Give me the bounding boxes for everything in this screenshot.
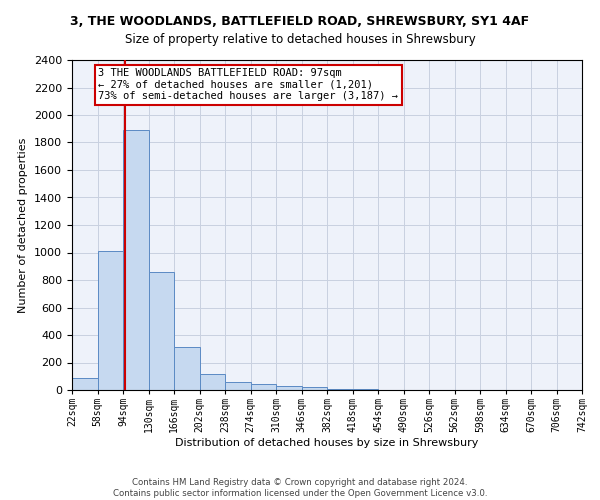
Bar	[97, 251, 123, 390]
Bar	[225, 382, 251, 390]
Bar	[251, 384, 276, 390]
Bar	[123, 130, 149, 390]
Y-axis label: Number of detached properties: Number of detached properties	[19, 138, 28, 312]
Bar	[276, 386, 302, 390]
Text: Contains HM Land Registry data © Crown copyright and database right 2024.
Contai: Contains HM Land Registry data © Crown c…	[113, 478, 487, 498]
Bar	[327, 388, 353, 390]
Text: Size of property relative to detached houses in Shrewsbury: Size of property relative to detached ho…	[125, 32, 475, 46]
Text: 3 THE WOODLANDS BATTLEFIELD ROAD: 97sqm
← 27% of detached houses are smaller (1,: 3 THE WOODLANDS BATTLEFIELD ROAD: 97sqm …	[98, 68, 398, 102]
Bar	[149, 272, 174, 390]
Bar	[199, 374, 225, 390]
Text: 3, THE WOODLANDS, BATTLEFIELD ROAD, SHREWSBURY, SY1 4AF: 3, THE WOODLANDS, BATTLEFIELD ROAD, SHRE…	[70, 15, 530, 28]
Bar	[72, 378, 97, 390]
Bar	[302, 387, 327, 390]
Bar	[174, 348, 199, 390]
X-axis label: Distribution of detached houses by size in Shrewsbury: Distribution of detached houses by size …	[175, 438, 479, 448]
